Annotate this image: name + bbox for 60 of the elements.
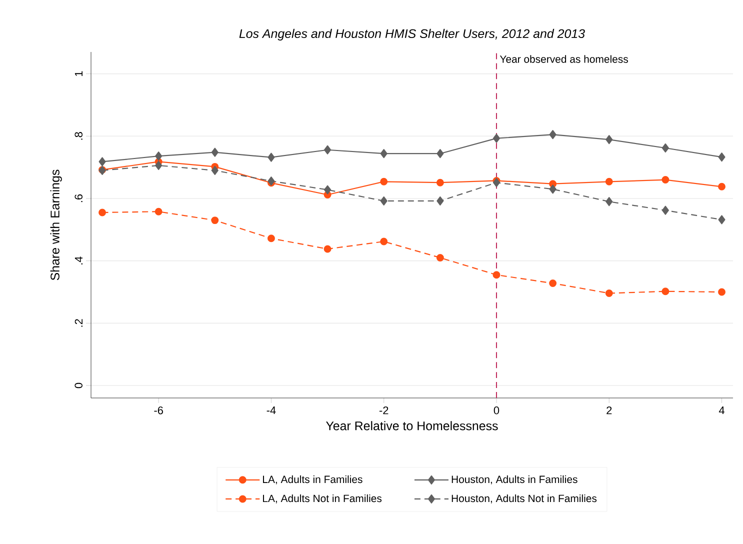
legend-label: LA, Adults Not in Families [263, 494, 382, 504]
point [662, 143, 669, 153]
x-tick-label: -4 [266, 406, 276, 414]
point [718, 288, 726, 296]
point [718, 182, 726, 190]
point [380, 149, 388, 158]
y-tick-label: .8 [74, 132, 82, 140]
y-tick-label: 1 [74, 71, 82, 76]
point [718, 152, 726, 162]
point [436, 254, 444, 262]
point [380, 196, 388, 206]
point [492, 178, 500, 188]
point [492, 134, 500, 143]
x-axis-title: Year Relative to Homelessness [326, 421, 498, 430]
point [605, 290, 613, 297]
point [380, 178, 388, 186]
point [268, 176, 275, 186]
point [662, 176, 670, 184]
chart-title: Los Angeles and Houston HMIS Shelter Users, 2012 and 2013 [239, 28, 585, 40]
y-tick-label: .2 [74, 319, 82, 327]
point [436, 196, 444, 206]
y-axis-title: Share with Earnings [50, 170, 62, 280]
point [606, 197, 613, 206]
point [98, 157, 106, 166]
x-tick-label: -2 [379, 406, 388, 414]
point [211, 148, 218, 157]
point [98, 208, 106, 216]
y-tick-label: .4 [74, 256, 82, 264]
point [324, 145, 332, 154]
legend-label: LA, Adults in Families [263, 475, 362, 484]
point [436, 149, 444, 158]
x-tick-label: 0 [494, 406, 500, 414]
point [154, 208, 162, 216]
point [549, 280, 557, 288]
point [380, 238, 388, 246]
point [268, 152, 275, 162]
point [155, 152, 162, 161]
point [605, 178, 613, 186]
x-tick-label: 4 [718, 406, 724, 414]
x-tick-label: -6 [154, 406, 163, 414]
point [549, 184, 556, 194]
point [324, 185, 332, 194]
point [324, 245, 332, 253]
legend-label: Houston, Adults Not in Families [452, 494, 597, 504]
y-tick-label: 0 [74, 382, 82, 388]
point [549, 130, 556, 140]
point [211, 166, 218, 175]
y-tick-label: .6 [74, 194, 82, 202]
point [606, 135, 613, 144]
point [492, 271, 500, 279]
point [155, 160, 162, 170]
x-tick-label: 2 [606, 406, 612, 414]
point [436, 178, 444, 186]
point [718, 215, 726, 224]
point [267, 234, 275, 242]
point [662, 288, 670, 296]
ref-line-label: Year observed as homeless [500, 55, 628, 63]
point [662, 206, 669, 215]
legend-label: Houston, Adults in Families [452, 475, 578, 484]
point [211, 216, 219, 224]
